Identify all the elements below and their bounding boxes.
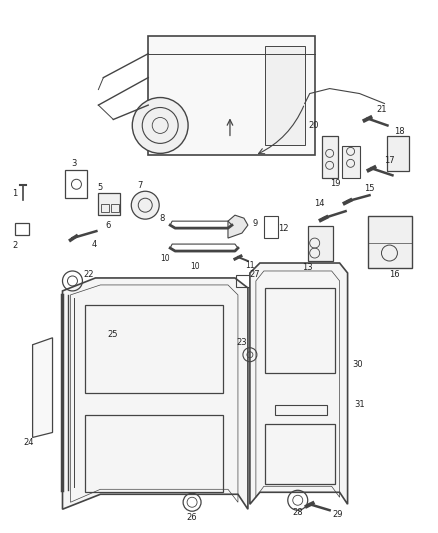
Bar [367,216,413,268]
Bar [85,305,223,393]
Text: 13: 13 [302,263,313,272]
Bar [264,216,278,238]
Polygon shape [32,338,53,438]
Circle shape [132,98,188,154]
Text: 8: 8 [159,214,165,223]
Bar [66,171,88,198]
Text: 22: 22 [83,270,94,279]
Text: 28: 28 [293,508,303,516]
Text: 20: 20 [308,121,319,130]
Bar [388,136,410,171]
Text: 19: 19 [330,179,341,188]
Text: 30: 30 [352,360,363,369]
Text: 2: 2 [12,240,17,249]
Text: 7: 7 [138,181,143,190]
Bar [85,415,223,492]
Text: 23: 23 [237,338,247,348]
Text: 10: 10 [160,254,170,263]
Text: 4: 4 [92,239,97,248]
Bar [308,226,332,261]
Bar [275,405,327,415]
Text: 5: 5 [98,183,103,192]
Text: 3: 3 [72,159,77,168]
Bar [14,223,28,235]
Polygon shape [228,215,248,238]
Text: 15: 15 [364,184,375,193]
Text: 25: 25 [107,330,117,340]
Text: 16: 16 [389,270,400,279]
Bar [156,112,178,140]
Bar [265,424,335,484]
Text: 11: 11 [245,261,254,270]
Text: 27: 27 [250,270,260,279]
Bar [342,147,360,178]
Bar [101,204,110,212]
Bar [265,288,335,373]
Text: 12: 12 [279,224,289,232]
Text: 24: 24 [23,438,34,447]
Text: 31: 31 [354,400,365,409]
Bar [148,36,314,155]
Polygon shape [63,278,248,509]
Bar [111,204,119,212]
Polygon shape [250,263,348,504]
Text: 21: 21 [376,105,387,114]
Text: 18: 18 [394,127,405,136]
Text: 9: 9 [252,219,258,228]
Bar [321,136,338,178]
Text: 14: 14 [314,199,325,208]
Text: 26: 26 [187,513,198,522]
Text: 17: 17 [384,156,395,165]
Text: 10: 10 [190,262,200,271]
Bar [265,46,305,146]
Bar [236,275,251,287]
Bar [99,193,120,215]
Text: 1: 1 [12,189,17,198]
Text: 6: 6 [106,221,111,230]
Circle shape [131,191,159,219]
Text: 29: 29 [332,510,343,519]
